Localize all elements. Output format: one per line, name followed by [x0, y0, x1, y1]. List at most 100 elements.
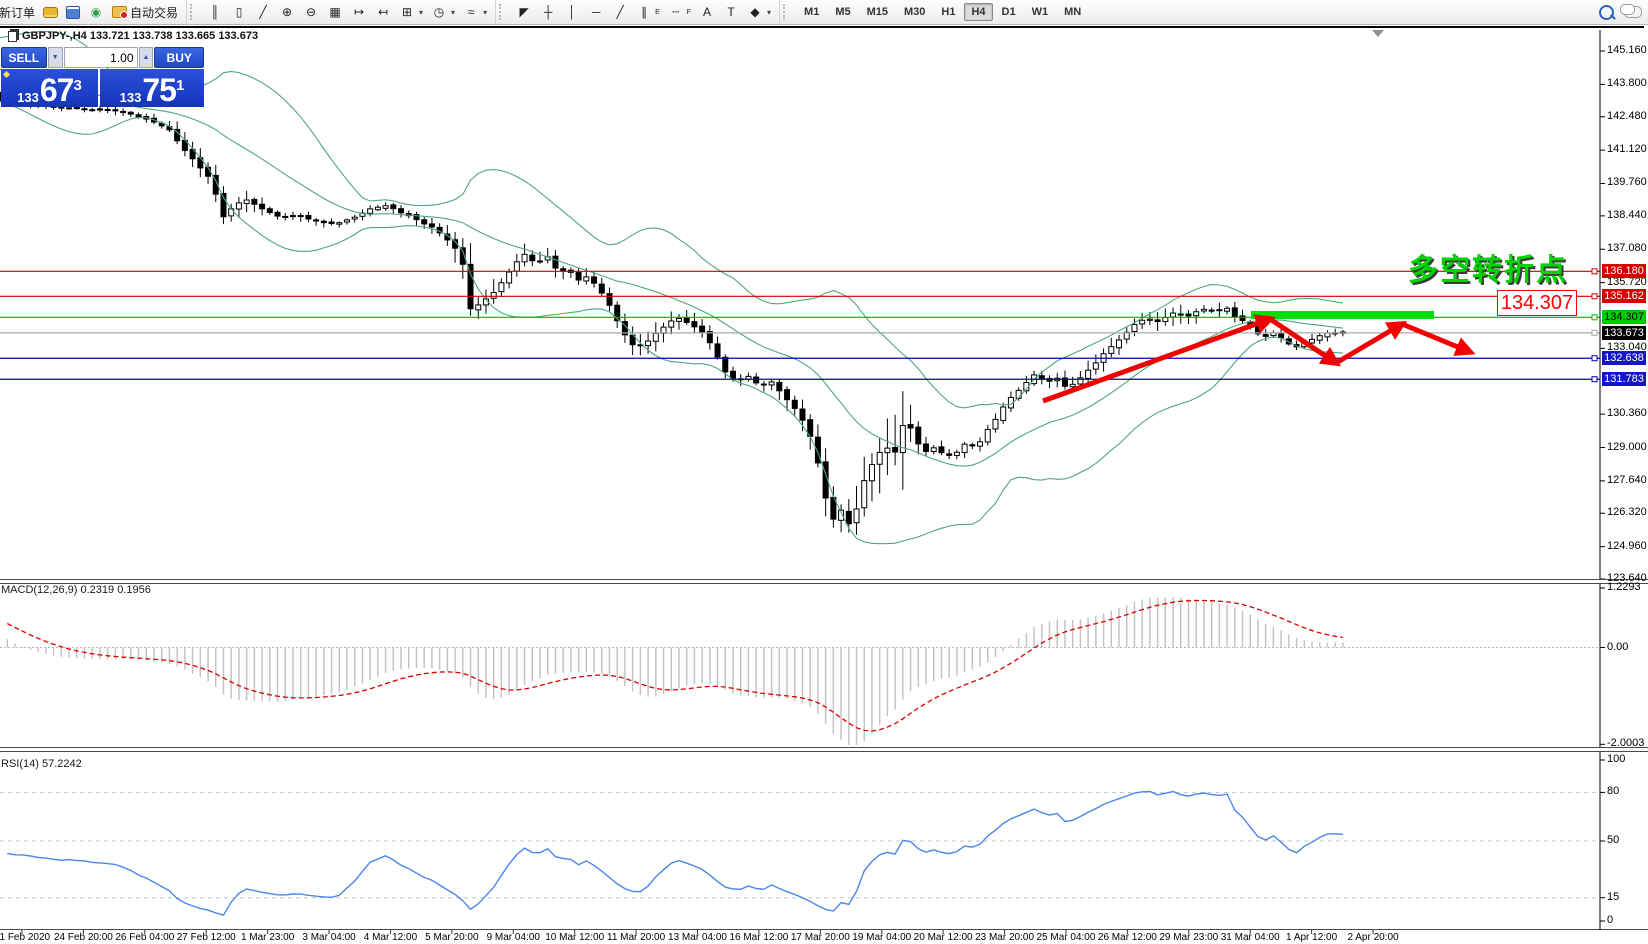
auto-scroll-button[interactable]: ↦ [347, 4, 371, 20]
fibonacci-button[interactable]: ┄ F [664, 4, 695, 20]
chevron-down-icon[interactable]: ▾ [451, 7, 456, 17]
candle-body [1092, 362, 1099, 370]
price-callout-box: 134.307 [1497, 290, 1577, 316]
trend-arrow[interactable] [1042, 314, 1276, 404]
macd-axis-label: -2.0003 [1607, 737, 1645, 750]
market-watch-button[interactable] [62, 5, 84, 20]
price-tag: 132.638 [1602, 351, 1646, 366]
buy-button[interactable]: BUY [154, 47, 204, 68]
trend-arrow[interactable] [1401, 321, 1476, 356]
fibonacci-icon-sub: F [686, 8, 692, 16]
auto-trading-button[interactable]: 自动交易 [108, 3, 182, 22]
vertical-line-button[interactable]: │ [560, 4, 584, 20]
data-window-button[interactable]: ◉ [84, 4, 108, 20]
toolbar-grip[interactable] [499, 4, 505, 20]
timeframe-button-m1[interactable]: M1 [804, 6, 820, 18]
volume-decrease-button[interactable]: ▼ [47, 47, 63, 68]
chevron-down-icon[interactable]: ▾ [767, 7, 772, 17]
pane-separator[interactable] [0, 579, 1648, 584]
zoom-out-button[interactable]: ⊖ [299, 4, 323, 20]
volume-increase-button[interactable]: ▲ [138, 47, 154, 68]
timeframe-button-h4[interactable]: H4 [964, 3, 993, 21]
timeframe-button-m15[interactable]: M15 [866, 6, 889, 18]
comments-icon[interactable] [1620, 4, 1642, 18]
search-icon[interactable] [1599, 4, 1614, 20]
cursor-button[interactable]: ◤ [512, 4, 536, 20]
price-tick-label: 124.960 [1607, 539, 1647, 552]
candle-body [1170, 312, 1177, 318]
trend-arrow[interactable] [1268, 316, 1341, 367]
auto-scroll-icon: ↦ [354, 5, 365, 19]
new-order-button[interactable]: 新订单 [0, 3, 39, 22]
time-axis-label: 3 Mar 04:00 [302, 932, 356, 943]
crosshair-button[interactable]: ┼ [536, 4, 560, 20]
buy-price-big: 75 [142, 72, 177, 108]
price-tick-label: 129.000 [1607, 440, 1647, 453]
candlestick-chart-button[interactable]: ▯ [227, 4, 251, 20]
time-axis-label: 26 Mar 12:00 [1097, 932, 1157, 943]
toolbar-grip[interactable] [190, 4, 196, 20]
volume-input[interactable] [63, 47, 138, 68]
sell-price-display[interactable]: 133 67 3 [1, 69, 98, 107]
timeframe-button-h1[interactable]: H1 [941, 6, 956, 18]
candle-body [120, 110, 127, 113]
time-axis-label: 25 Mar 04:00 [1036, 932, 1096, 943]
new-chart-icon: ⊞ [402, 5, 413, 19]
shapes-button[interactable]: ◆ ▾ [743, 4, 775, 20]
chart-shift-icon: ↤ [378, 5, 389, 19]
macd-signal-line[interactable] [7, 599, 1344, 732]
profiles-button[interactable]: ◷ ▾ [427, 4, 459, 20]
symbol-info-line: GBPJPY-,H4 133.721 133.738 133.665 133.6… [8, 30, 258, 42]
sell-button[interactable]: SELL [1, 47, 47, 68]
bars-chart-button[interactable]: ║ [203, 4, 227, 20]
chevron-down-icon[interactable]: ▾ [483, 7, 488, 17]
timeframe-button-mn[interactable]: MN [1064, 6, 1082, 18]
toolbar-chart-group: ║ ▯ ╱ ⊕ ⊖ ▦ ↦ ↤ ⊞ ▾ ◷ ▾ ≈ ▾ [199, 0, 497, 24]
candle-body [228, 208, 235, 217]
candle-body [1154, 319, 1161, 323]
toolbar-grip[interactable] [783, 4, 789, 20]
bollinger-lower[interactable] [0, 100, 1343, 545]
candle-body [251, 198, 258, 205]
tile-windows-button[interactable]: ▦ [323, 4, 347, 20]
trendline-button[interactable]: ╱ [608, 4, 632, 20]
horizontal-line-button[interactable]: ─ [584, 4, 608, 20]
text-label-button[interactable]: T [719, 4, 743, 20]
trend-arrow[interactable] [1334, 320, 1408, 366]
bollinger-middle[interactable] [0, 68, 1343, 467]
zoom-in-button[interactable]: ⊕ [275, 4, 299, 20]
candle-body [969, 444, 976, 447]
timeframe-button-m5[interactable]: M5 [835, 6, 851, 18]
candle-body [467, 263, 474, 310]
timeframe-button-m30[interactable]: M30 [904, 6, 926, 18]
candle-body [814, 436, 821, 464]
text-button[interactable]: A [695, 4, 719, 20]
buy-price-display[interactable]: 133 75 1 [100, 69, 204, 107]
fibonacci-icon: ┄ [672, 5, 680, 19]
candle-body [243, 199, 250, 205]
shapes-icon: ◆ [750, 5, 760, 19]
candle-body [722, 356, 729, 373]
candle-body [367, 208, 374, 214]
chart-shift-marker[interactable] [1372, 30, 1384, 37]
candle-body [1038, 375, 1045, 380]
timeframe-button-w1[interactable]: W1 [1031, 6, 1049, 18]
candle-body [606, 293, 613, 306]
green-resistance-bar[interactable] [1251, 311, 1434, 319]
indicator-list-button[interactable]: ≈ ▾ [459, 4, 491, 20]
chart-shift-button[interactable]: ↤ [371, 4, 395, 20]
chevron-down-icon[interactable]: ▾ [419, 7, 424, 17]
candle-body [398, 208, 405, 214]
bars-chart-icon: ║ [210, 5, 220, 19]
candle-body [892, 446, 899, 453]
rsi-line[interactable] [7, 790, 1343, 916]
equidistant-channel-button[interactable]: ∥ E [632, 4, 664, 20]
equidistant-channel-icon: ∥ [641, 5, 648, 19]
level-line-handle [1591, 293, 1598, 300]
timeframe-button-d1[interactable]: D1 [1001, 6, 1016, 18]
new-chart-button[interactable]: ⊞ ▾ [395, 4, 427, 20]
gold-account-button[interactable] [39, 6, 62, 19]
pane-separator[interactable] [0, 747, 1648, 752]
line-chart-button[interactable]: ╱ [251, 4, 275, 20]
